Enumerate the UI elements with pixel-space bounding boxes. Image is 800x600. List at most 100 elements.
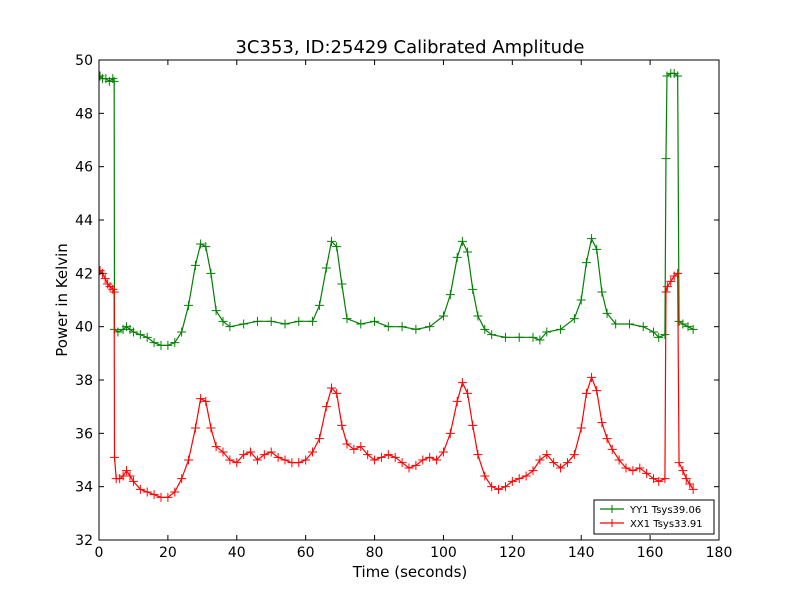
y-tick-label: 42: [75, 266, 93, 282]
series-2-point: [473, 450, 483, 460]
series-1-point: [576, 295, 586, 305]
series-1-point: [452, 252, 462, 262]
series-2-point: [109, 287, 119, 297]
series-2-point: [149, 490, 159, 500]
series-1-point: [321, 263, 331, 273]
series-1-point: [342, 314, 352, 324]
legend-marker-2: [608, 519, 616, 527]
series-2-point: [390, 452, 400, 462]
series-2-point: [100, 274, 110, 284]
series-2-point: [363, 450, 373, 460]
series-2-point: [556, 463, 566, 473]
series-2-point: [549, 458, 559, 468]
series-1-point: [252, 316, 262, 326]
series-1-point: [190, 260, 200, 270]
series-2-point: [218, 447, 228, 457]
series-2-point: [569, 450, 579, 460]
series-2-point: [206, 423, 216, 433]
series-2-point: [602, 434, 612, 444]
series-2-point: [201, 396, 211, 406]
series-1-point: [638, 322, 648, 332]
series-2-point: [122, 466, 132, 476]
series-1-point: [113, 327, 123, 337]
series-2-point: [597, 418, 607, 428]
series-2-point: [654, 476, 664, 486]
series-2-point: [232, 458, 242, 468]
series-1-point: [177, 327, 187, 337]
series-2-point: [678, 466, 688, 476]
series-2-point: [507, 476, 517, 486]
series-2-point: [661, 287, 671, 297]
series-2-point: [225, 455, 235, 465]
series-2-point: [301, 455, 311, 465]
series-1-point: [280, 319, 290, 329]
y-tick-label: 46: [75, 160, 93, 176]
series-2-point: [135, 484, 145, 494]
series-1-point: [624, 319, 634, 329]
series-2-point: [418, 455, 428, 465]
series-2-point: [587, 372, 597, 382]
series-1-point: [411, 324, 421, 334]
series-2-point: [163, 492, 173, 502]
series-2-point: [411, 460, 421, 470]
series-2-point: [190, 423, 200, 433]
series-2-point: [356, 442, 366, 452]
series-1-point: [473, 311, 483, 321]
series-1-point: [683, 322, 693, 332]
series-1-point: [556, 324, 566, 334]
x-tick-label: 160: [637, 545, 664, 561]
series-1-point: [569, 314, 579, 324]
y-tick-label: 40: [75, 320, 93, 336]
y-tick-label: 50: [75, 53, 93, 69]
series-2-point: [314, 434, 324, 444]
legend: YY1 Tsys39.06 XX1 Tsys33.91: [593, 499, 715, 535]
series-1-point: [468, 284, 478, 294]
series-1-point: [597, 287, 607, 297]
x-tick-label: 140: [568, 545, 595, 561]
series-2-point: [383, 450, 393, 460]
plot-area: [99, 68, 698, 502]
series-2-point: [266, 447, 276, 457]
series-1-point: [602, 308, 612, 318]
series-1-point: [327, 236, 336, 246]
axes-frame: [98, 59, 720, 541]
y-tick-label: 32: [75, 533, 93, 549]
series-1-point: [225, 322, 235, 332]
series-1-point: [673, 71, 683, 81]
series-2-point: [196, 394, 206, 404]
series-2-point: [125, 471, 135, 481]
series-1-point: [660, 330, 670, 340]
series-1-point: [445, 290, 455, 300]
y-tick-label: 44: [75, 213, 93, 229]
series-1-point: [184, 300, 194, 310]
series-2-point: [662, 282, 672, 292]
series-1-point: [128, 327, 138, 337]
series-1-point: [211, 306, 221, 316]
x-axis-label: Time (seconds): [352, 563, 468, 581]
series-2-point: [562, 458, 572, 468]
legend-label-2: XX1 Tsys33.91: [630, 519, 703, 530]
series-1-point: [592, 244, 602, 254]
series-2-point: [342, 439, 352, 449]
series-2-point: [576, 423, 586, 433]
x-tick-label: 120: [499, 545, 526, 561]
series-1-point: [587, 234, 597, 244]
series-1-point: [308, 316, 318, 326]
series-2-point: [468, 420, 478, 430]
series-2-point: [681, 474, 691, 484]
series-2-point: [581, 388, 591, 398]
series-1-point: [661, 154, 671, 164]
series-2-point: [239, 450, 249, 460]
series-1-point: [163, 340, 173, 350]
series-1-point: [654, 332, 664, 342]
series-1-point: [463, 247, 473, 257]
series-2-point: [252, 455, 262, 465]
series-2-point: [592, 386, 602, 396]
y-tick-label: 48: [75, 106, 93, 122]
x-tick-label: 0: [95, 545, 104, 561]
series-2-point: [321, 402, 331, 412]
series-2-point: [685, 479, 695, 489]
series-2-point: [376, 452, 386, 462]
legend-marker-1: [608, 505, 616, 513]
series-2-point: [463, 388, 473, 398]
